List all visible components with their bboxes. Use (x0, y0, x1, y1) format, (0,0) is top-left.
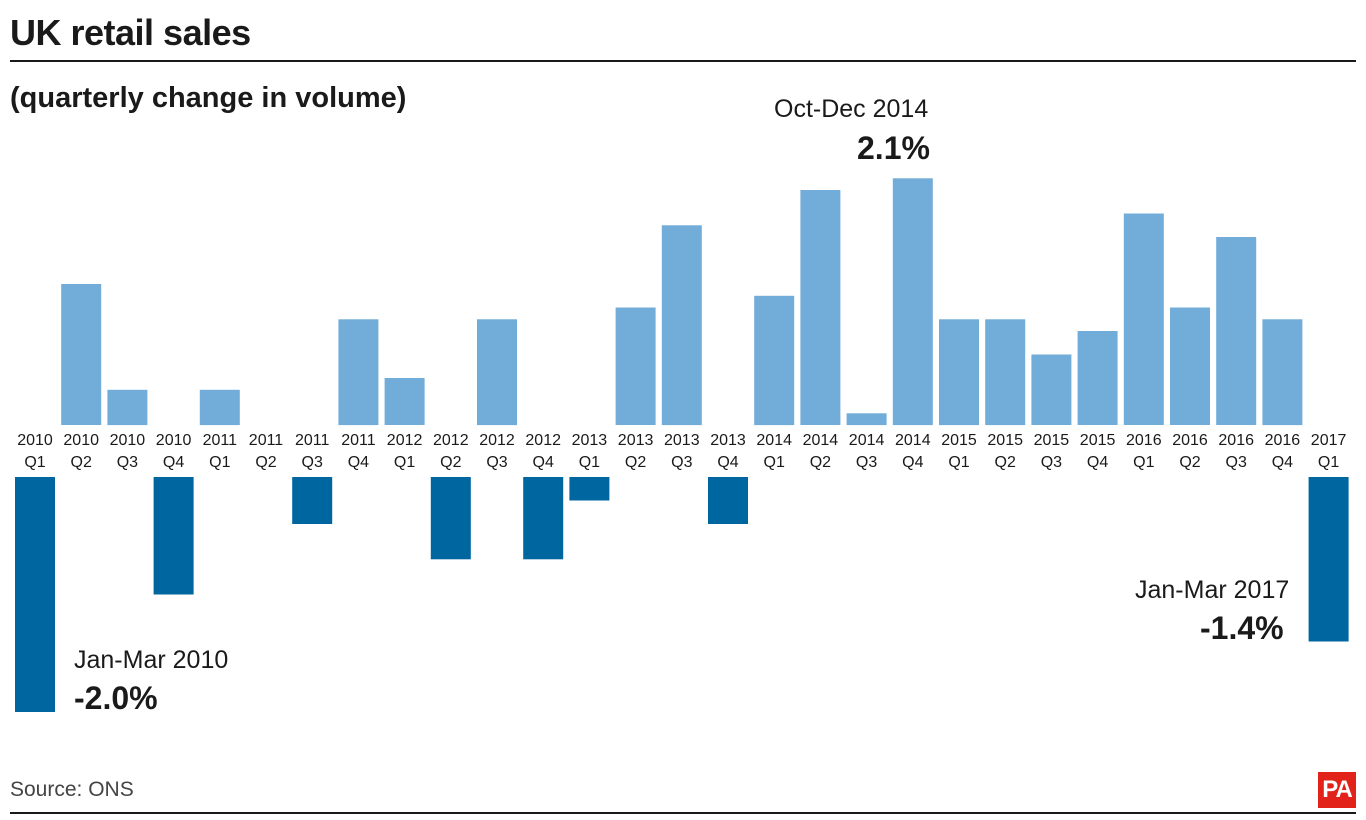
x-tick-label: 2011 (249, 432, 284, 449)
bar-2013-q3 (661, 225, 702, 426)
x-tick-label: 2010 (17, 432, 53, 449)
bar-2016-q2 (1170, 307, 1210, 425)
bar-2013-q1 (569, 477, 610, 501)
x-tick-label: 2011 (341, 432, 376, 449)
x-tick-label: Q4 (902, 454, 923, 471)
x-tick-label: Q2 (1179, 454, 1200, 471)
bar-2014-q4 (892, 178, 933, 426)
bar-2010-q1 (15, 477, 55, 712)
bar-2010-q4 (153, 477, 194, 595)
bar-chart: 2010 Q1 2010 Q2 2010 Q3 2010 Q4 2011 Q1 2011 Q2 2011… (15, 178, 1349, 712)
x-tick-label: 2012 (525, 432, 561, 449)
x-tick-label: 2011 (295, 432, 330, 449)
x-tick-label: Q2 (995, 454, 1016, 471)
top-rule (10, 60, 1356, 62)
x-tick-label: Q1 (209, 454, 230, 471)
x-tick-label: 2016 (1218, 432, 1254, 449)
bar-2014-q1 (754, 295, 795, 426)
x-tick-label: 2010 (156, 432, 192, 449)
x-tick-label: 2015 (1080, 432, 1116, 449)
x-tick-label: Q4 (533, 454, 554, 471)
x-tick-label: Q4 (163, 454, 184, 471)
x-tick-label: Q2 (440, 454, 461, 471)
x-tick-label: Q3 (302, 454, 323, 471)
x-tick-label: Q2 (255, 454, 276, 471)
annotation-min-label: Jan-Mar 2010 (74, 646, 229, 674)
x-tick-label: Q1 (394, 454, 415, 471)
bar-2012-q2 (430, 477, 471, 560)
x-tick-label: 2013 (572, 432, 608, 449)
x-tick-label: Q4 (1087, 454, 1108, 471)
x-tick-label: 2012 (433, 432, 469, 449)
annotation-max-value: 2.1% (857, 130, 930, 166)
x-tick-label: Q3 (856, 454, 877, 471)
chart-title: UK retail sales (10, 12, 251, 53)
bar-2010-q3 (107, 389, 148, 426)
x-tick-label: Q4 (348, 454, 369, 471)
bar-2013-q2 (615, 307, 656, 425)
chart-subtitle: (quarterly change in volume) (10, 82, 407, 114)
x-tick-label: Q2 (625, 454, 646, 471)
x-tick-label: Q2 (71, 454, 92, 471)
annotation-last-value: -1.4% (1200, 610, 1284, 646)
x-tick-label: Q1 (579, 454, 600, 471)
x-tick-label: 2013 (618, 432, 654, 449)
x-tick-label: 2010 (110, 432, 146, 449)
x-tick-label: Q1 (948, 454, 969, 471)
bar-2015-q1 (939, 319, 979, 426)
x-tick-label: 2015 (987, 432, 1023, 449)
x-tick-label: Q3 (1226, 454, 1247, 471)
x-tick-label: 2013 (710, 432, 746, 449)
annotation-max-label: Oct-Dec 2014 (774, 95, 929, 123)
x-tick-label: Q3 (671, 454, 692, 471)
x-tick-label: 2012 (387, 432, 423, 449)
source-note: Source: ONS (10, 778, 134, 801)
x-tick-label: Q1 (1318, 454, 1339, 471)
x-tick-label: Q2 (810, 454, 831, 471)
annotation-min-value: -2.0% (74, 680, 158, 716)
x-tick-label: 2012 (479, 432, 515, 449)
x-tick-label: 2015 (941, 432, 977, 449)
bar-2013-q4 (708, 477, 748, 524)
x-tick-label: 2014 (803, 432, 839, 449)
x-tick-label: 2016 (1265, 432, 1301, 449)
bar-2016-q3 (1216, 237, 1257, 425)
x-tick-label: 2010 (63, 432, 99, 449)
x-tick-label: Q1 (24, 454, 45, 471)
bar-2011-q3 (292, 477, 333, 524)
bar-2017-q1 (1308, 477, 1349, 642)
bar-2015-q2 (985, 319, 1026, 426)
x-tick-label: Q4 (717, 454, 738, 471)
bar-2012-q4 (523, 477, 564, 560)
x-tick-label: Q1 (764, 454, 785, 471)
x-tick-label: Q3 (1041, 454, 1062, 471)
annotation-last-label: Jan-Mar 2017 (1135, 576, 1290, 604)
bottom-rule (10, 812, 1356, 814)
x-tick-label: Q3 (486, 454, 507, 471)
x-tick-label: 2014 (895, 432, 931, 449)
x-tick-label: 2014 (756, 432, 792, 449)
x-tick-label: 2016 (1126, 432, 1162, 449)
bar-2016-q4 (1262, 319, 1303, 426)
bar-2014-q2 (800, 190, 841, 425)
x-tick-label: 2016 (1172, 432, 1208, 449)
bar-2015-q4 (1077, 331, 1118, 425)
x-tick-label: 2014 (849, 432, 885, 449)
bar-2012-q3 (477, 319, 517, 426)
bar-2015-q3 (1031, 354, 1072, 425)
bar-2014-q3 (846, 413, 887, 426)
bar-2010-q2 (61, 284, 102, 425)
pa-logo: PA (1318, 772, 1356, 808)
x-tick-label: 2015 (1034, 432, 1070, 449)
x-tick-label: Q4 (1272, 454, 1293, 471)
x-tick-label: 2011 (203, 432, 238, 449)
bar-2012-q1 (384, 378, 425, 425)
bar-2011-q4 (338, 319, 379, 426)
x-tick-label: Q1 (1133, 454, 1154, 471)
x-tick-label: Q3 (117, 454, 138, 471)
x-tick-label: 2013 (664, 432, 700, 449)
bar-2011-q1 (199, 389, 240, 426)
x-tick-label: 2017 (1311, 432, 1347, 449)
bar-2016-q1 (1123, 213, 1164, 425)
